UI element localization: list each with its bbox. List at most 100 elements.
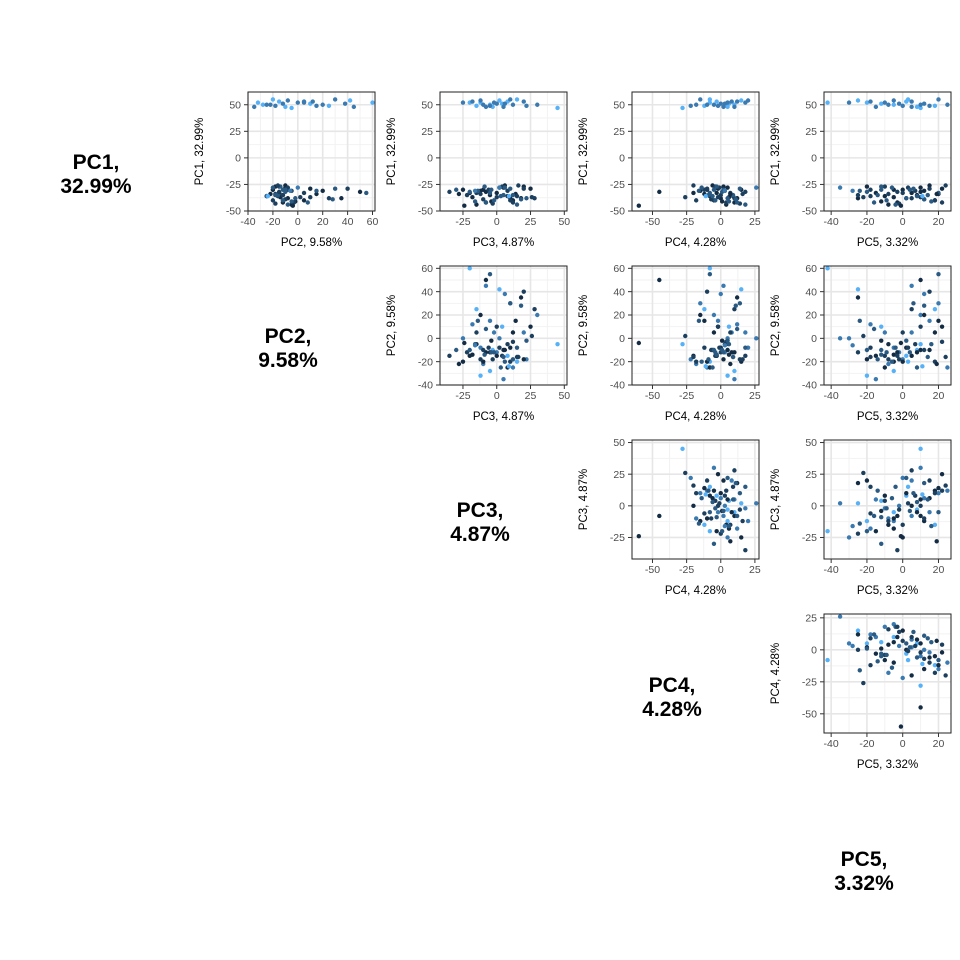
data-point bbox=[729, 509, 734, 515]
data-point bbox=[925, 354, 930, 360]
data-point bbox=[456, 361, 462, 367]
data-point bbox=[868, 632, 873, 637]
data-point bbox=[932, 103, 938, 109]
panel-pc4-vs-pc2: -50 -25 0 25 -40 -20 0 20 40 60 PC4, 4.28% PC2, 9.5… bbox=[578, 263, 761, 423]
data-point bbox=[927, 103, 932, 109]
data-point bbox=[252, 104, 257, 110]
data-point bbox=[857, 318, 862, 324]
data-point bbox=[722, 188, 728, 194]
data-point bbox=[855, 628, 861, 633]
x-tick-label: 60 bbox=[367, 216, 379, 228]
panel-border bbox=[439, 265, 568, 386]
data-point bbox=[875, 192, 880, 198]
data-point bbox=[886, 357, 891, 362]
data-point bbox=[936, 490, 941, 496]
data-point bbox=[911, 301, 916, 306]
data-point bbox=[715, 324, 721, 329]
data-point bbox=[707, 266, 713, 271]
data-point bbox=[290, 203, 296, 208]
data-point bbox=[696, 188, 702, 194]
y-tick-label: 50 bbox=[613, 99, 625, 111]
data-point bbox=[725, 185, 730, 190]
data-point bbox=[884, 198, 889, 203]
x-tick-label: 25 bbox=[749, 390, 761, 402]
data-point bbox=[722, 503, 728, 509]
y-axis-title: PC4, 4.28% bbox=[770, 643, 782, 704]
data-point bbox=[514, 193, 520, 199]
data-point bbox=[837, 336, 843, 341]
data-point bbox=[510, 339, 516, 345]
data-point bbox=[879, 101, 884, 106]
data-point bbox=[529, 194, 535, 200]
data-point bbox=[718, 291, 723, 297]
panel-border bbox=[631, 265, 760, 386]
y-tick-label: 40 bbox=[613, 286, 625, 298]
y-tick-label: 0 bbox=[235, 152, 241, 164]
data-point bbox=[861, 470, 866, 476]
y-tick-label: -25 bbox=[226, 179, 241, 191]
data-point bbox=[868, 526, 873, 531]
data-point bbox=[943, 354, 948, 360]
data-point bbox=[726, 523, 732, 529]
data-point bbox=[711, 187, 717, 192]
data-point bbox=[487, 318, 493, 324]
data-point bbox=[688, 103, 693, 109]
data-point bbox=[918, 446, 923, 452]
panel-background bbox=[248, 92, 375, 211]
x-tick-label: 0 bbox=[718, 216, 724, 228]
data-point bbox=[932, 198, 938, 203]
data-point bbox=[921, 188, 927, 194]
data-point bbox=[743, 353, 748, 359]
data-point bbox=[737, 507, 743, 512]
x-tick-label: -40 bbox=[824, 564, 839, 576]
data-point bbox=[721, 513, 726, 519]
data-point bbox=[927, 660, 932, 665]
x-tick-label: -20 bbox=[859, 390, 874, 402]
data-point bbox=[491, 100, 497, 105]
data-point bbox=[891, 639, 896, 645]
x-axis-title: PC5, 3.32% bbox=[857, 585, 918, 597]
x-tick-label: -50 bbox=[645, 390, 660, 402]
data-point bbox=[868, 511, 873, 516]
data-point bbox=[498, 365, 503, 370]
data-point bbox=[693, 490, 699, 496]
data-point bbox=[707, 97, 713, 102]
y-tick-label: -50 bbox=[418, 206, 433, 218]
data-point bbox=[725, 475, 730, 481]
data-point bbox=[900, 103, 905, 109]
data-point bbox=[873, 376, 879, 382]
y-tick-label: 25 bbox=[229, 126, 241, 138]
y-tick-label: 60 bbox=[805, 263, 817, 275]
data-point bbox=[718, 490, 723, 496]
data-point bbox=[925, 497, 930, 502]
diagonal-label-pc2-line2: 9.58% bbox=[258, 349, 318, 372]
data-point bbox=[280, 198, 286, 203]
y-tick-label: 0 bbox=[427, 152, 433, 164]
data-point bbox=[879, 324, 884, 329]
data-point bbox=[743, 506, 748, 511]
y-tick-label: 25 bbox=[805, 126, 817, 138]
data-point bbox=[921, 303, 927, 308]
data-point bbox=[864, 646, 870, 651]
data-point bbox=[702, 485, 707, 491]
y-axis-title: PC1, 32.99% bbox=[578, 118, 590, 186]
data-point bbox=[743, 330, 748, 335]
data-point bbox=[510, 102, 516, 107]
data-point bbox=[501, 354, 506, 360]
data-point bbox=[467, 347, 472, 353]
data-point bbox=[879, 639, 884, 645]
data-point bbox=[909, 503, 914, 509]
data-point bbox=[330, 197, 335, 202]
data-point bbox=[524, 103, 529, 109]
diagonal-label-pc3-line1: PC3, bbox=[456, 499, 504, 522]
data-point bbox=[934, 361, 939, 367]
data-point bbox=[707, 528, 713, 534]
data-point bbox=[728, 330, 733, 335]
data-point bbox=[721, 283, 726, 289]
data-point bbox=[273, 103, 278, 109]
data-point bbox=[725, 507, 730, 512]
data-point bbox=[925, 636, 930, 641]
data-point bbox=[460, 359, 466, 364]
data-point bbox=[886, 341, 891, 347]
